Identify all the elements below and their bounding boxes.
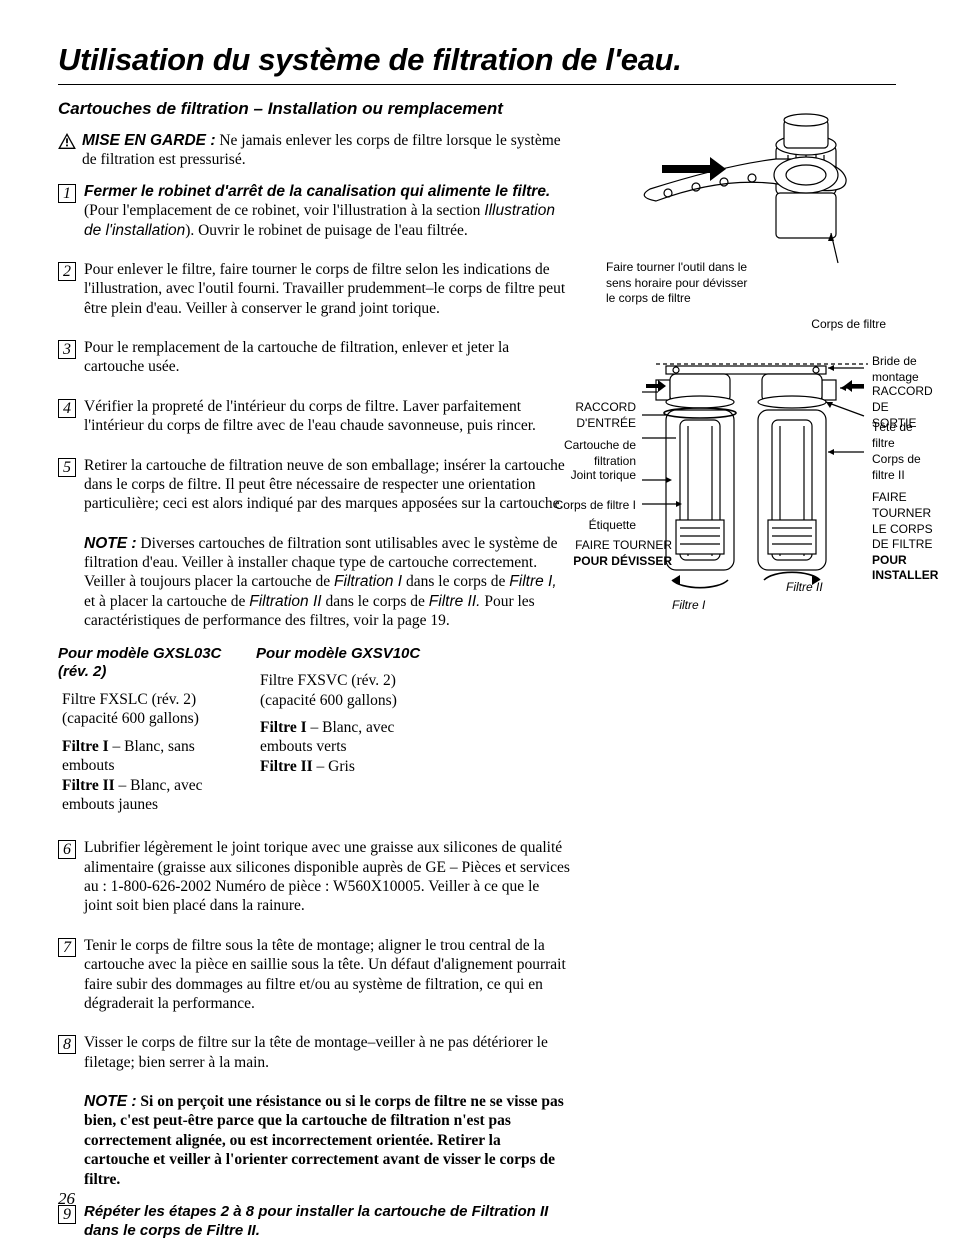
step-9: 9 Répéter les étapes 2 à 8 pour installe… xyxy=(58,1203,570,1251)
note-1-text: NOTE : Diverses cartouches de filtration… xyxy=(84,534,570,631)
model-2-l3b: – Gris xyxy=(313,758,355,775)
note-1-f2: Filtre I, xyxy=(509,573,556,590)
lbl-cartridge: Cartouche de filtration xyxy=(542,438,636,469)
tool-caption: Faire tourner l'outil dans le sens horai… xyxy=(606,260,756,307)
model-1-l3: Filtre II – Blanc, avec embouts jaunes xyxy=(62,776,228,815)
step-number-1: 1 xyxy=(58,184,76,203)
models-row: Pour modèle GXSL03C (rév. 2) Filtre FXSL… xyxy=(58,645,570,825)
note-1: NOTE : Diverses cartouches de filtration… xyxy=(84,534,570,631)
tool-diagram-svg xyxy=(606,105,896,275)
note-2: NOTE : Si on perçoit une résistance ou s… xyxy=(84,1092,570,1189)
model-2-l3a: Filtre II xyxy=(260,758,313,775)
page: Utilisation du système de filtration de … xyxy=(0,0,954,1235)
diagram-top: Faire tourner l'outil dans le sens horai… xyxy=(606,105,896,332)
step-8: 8 Visser le corps de filtre sur la tête … xyxy=(58,1033,570,1082)
model-1-l3a: Filtre II xyxy=(62,777,115,794)
step-1-lead: Fermer le robinet d'arrêt de la canalisa… xyxy=(84,183,550,200)
note-1-label: NOTE : xyxy=(84,535,137,552)
step-2: 2 Pour enlever le filtre, faire tourner … xyxy=(58,260,570,328)
model-2-l3: Filtre II – Gris xyxy=(260,757,426,776)
lbl-sump1: Corps de filtre I xyxy=(532,498,636,514)
lbl-turn-on-b2: INSTALLER xyxy=(872,568,942,584)
model-2-l2a: Filtre I xyxy=(260,719,307,736)
step-6-text: Lubrifier légèrement le joint torique av… xyxy=(84,838,570,916)
lbl-turn-on-4: DE FILTRE xyxy=(872,537,942,553)
step-1-rest2: ). Ouvrir le robinet de puisage de l'eau… xyxy=(185,222,468,239)
warning-row: MISE EN GARDE : Ne jamais enlever les co… xyxy=(58,131,570,170)
note-1-t4: dans le corps de xyxy=(322,593,429,610)
model-1-l2: Filtre I – Blanc, sans embouts xyxy=(62,737,228,776)
model-1-head: Pour modèle GXSL03C (rév. 2) xyxy=(58,645,228,683)
note-1-f1: Filtration I xyxy=(334,573,402,590)
lbl-turn-on-1: FAIRE xyxy=(872,490,942,506)
note-2-label: NOTE : xyxy=(84,1093,137,1110)
model-col-1: Pour modèle GXSL03C (rév. 2) Filtre FXSL… xyxy=(58,645,228,825)
model-col-2: Pour modèle GXSV10C Filtre FXSVC (rév. 2… xyxy=(256,645,426,825)
lbl-inlet: RACCORD D'ENTRÉE xyxy=(542,400,636,431)
note-1-t3: et à placer la cartouche de xyxy=(84,593,249,610)
step-3-text: Pour le remplacement de la cartouche de … xyxy=(84,338,570,377)
note-1-f3: Filtration II xyxy=(249,593,321,610)
assembly-diagram-svg xyxy=(596,352,896,632)
page-number: 26 xyxy=(58,1189,75,1209)
step-number-3: 3 xyxy=(58,340,76,359)
model-1-l1: Filtre FXSLC (rév. 2) (capacité 600 gall… xyxy=(62,690,228,729)
step-number-7: 7 xyxy=(58,938,76,957)
step-1-text: Fermer le robinet d'arrêt de la canalisa… xyxy=(84,182,570,240)
lbl-sump2: Corps de filtre II xyxy=(872,452,936,483)
step-number-6: 6 xyxy=(58,840,76,859)
warning-text: MISE EN GARDE : Ne jamais enlever les co… xyxy=(82,131,570,170)
warning-icon xyxy=(58,133,76,149)
page-title: Utilisation du système de filtration de … xyxy=(58,42,896,78)
step-4-text: Vérifier la propreté de l'intérieur du c… xyxy=(84,397,570,436)
step-number-8: 8 xyxy=(58,1035,76,1054)
step-4: 4 Vérifier la propreté de l'intérieur du… xyxy=(58,397,570,446)
lbl-turn-on-2: TOURNER xyxy=(872,506,942,522)
lbl-turn-on-b1: POUR xyxy=(872,553,942,569)
left-column: Cartouches de filtration – Installation … xyxy=(58,99,570,1260)
step-5-text: Retirer la cartouche de filtration neuve… xyxy=(84,456,570,514)
step-8-text: Visser le corps de filtre sur la tête de… xyxy=(84,1033,570,1072)
lbl-etiquette: Étiquette xyxy=(542,518,636,534)
step-number-4: 4 xyxy=(58,399,76,418)
step-6: 6 Lubrifier légèrement le joint torique … xyxy=(58,838,570,926)
lbl-head: Tête de filtre xyxy=(872,420,936,451)
step-7: 7 Tenir le corps de filtre sous la tête … xyxy=(58,936,570,1024)
model-2-l1: Filtre FXSVC (rév. 2) (capacité 600 gall… xyxy=(260,671,426,710)
lbl-turn-on: FAIRE TOURNER LE CORPS DE FILTRE POUR IN… xyxy=(872,490,942,584)
step-1-rest1: (Pour l'emplacement de ce robinet, voir … xyxy=(84,202,484,219)
lbl-bracket: Bride de montage xyxy=(872,354,936,385)
step-7-text: Tenir le corps de filtre sous la tête de… xyxy=(84,936,570,1014)
warning-label: MISE EN GARDE : xyxy=(82,132,215,149)
note-1-t2: dans le corps de xyxy=(402,573,509,590)
step-5: 5 Retirer la cartouche de filtration neu… xyxy=(58,456,570,524)
lbl-turn-off: FAIRE TOURNER POUR DÉVISSER xyxy=(542,538,672,569)
note-2-text: NOTE : Si on perçoit une résistance ou s… xyxy=(84,1092,570,1189)
model-1-l2a: Filtre I xyxy=(62,738,109,755)
lbl-turn-off-2: POUR DÉVISSER xyxy=(542,554,672,570)
section-heading: Cartouches de filtration – Installation … xyxy=(58,99,570,119)
lbl-turn-off-1: FAIRE TOURNER xyxy=(542,538,672,554)
step-number-2: 2 xyxy=(58,262,76,281)
lbl-filtre2: Filtre II xyxy=(786,580,823,596)
model-2-l2: Filtre I – Blanc, avec embouts verts xyxy=(260,718,426,757)
step-3: 3 Pour le remplacement de la cartouche d… xyxy=(58,338,570,387)
diagram-main: RACCORD D'ENTRÉE Cartouche de filtration… xyxy=(596,352,896,637)
content-columns: Cartouches de filtration – Installation … xyxy=(58,99,896,1260)
tool-part-label: Corps de filtre xyxy=(606,317,896,333)
step-1: 1 Fermer le robinet d'arrêt de la canali… xyxy=(58,182,570,250)
lbl-filtre1: Filtre I xyxy=(672,598,705,614)
step-number-5: 5 xyxy=(58,458,76,477)
lbl-turn-on-3: LE CORPS xyxy=(872,522,942,538)
lbl-oring: Joint torique xyxy=(542,468,636,484)
note-2-body: Si on perçoit une résistance ou si le co… xyxy=(84,1093,564,1188)
right-column: Faire tourner l'outil dans le sens horai… xyxy=(570,99,896,637)
step-2-text: Pour enlever le filtre, faire tourner le… xyxy=(84,260,570,318)
title-rule xyxy=(58,84,896,85)
note-1-f4: Filtre II. xyxy=(429,593,481,610)
model-2-head: Pour modèle GXSV10C xyxy=(256,645,426,664)
